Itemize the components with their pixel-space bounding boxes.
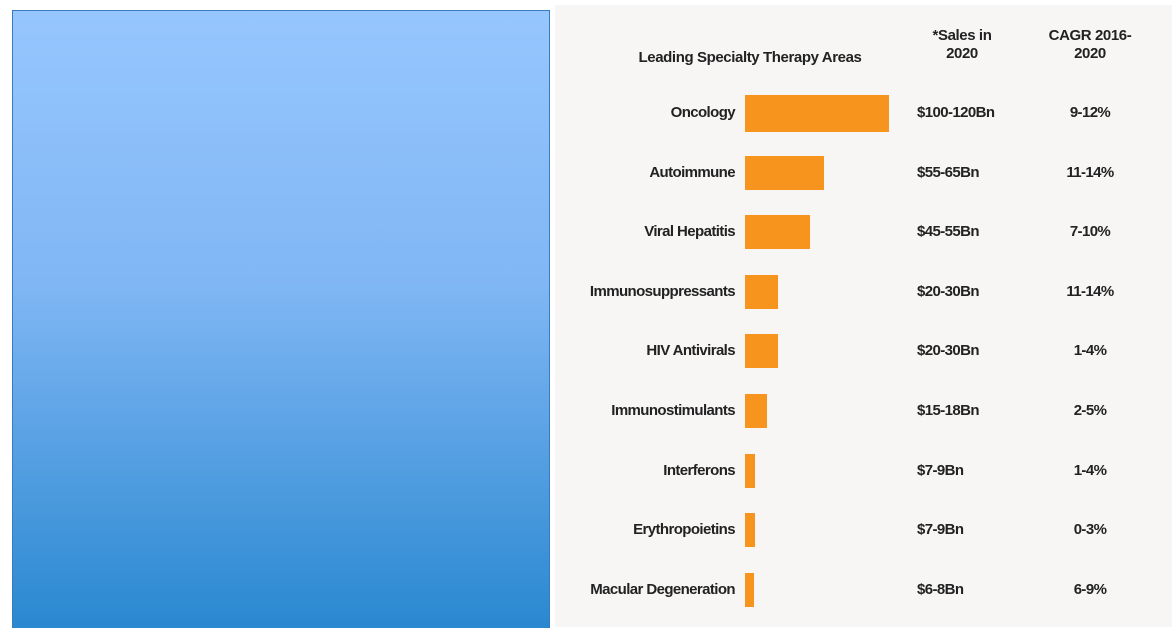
bar (745, 394, 767, 428)
bar (745, 155, 824, 190)
value-label: $20-30Bn (917, 342, 980, 360)
column-header: CAGR 2016-2020 (1048, 27, 1132, 62)
value-label: $20-30Bn (917, 282, 980, 300)
value-label: $15-18Bn (917, 402, 980, 419)
bar (745, 513, 756, 548)
category-label: Immunostimulants (611, 402, 735, 419)
chart-title: Leading Specialty Therapy Areas (638, 49, 862, 66)
category-label: Erythropoietins (633, 521, 735, 539)
value-label: $6-8Bn (917, 580, 964, 598)
value-label: $45-55Bn (917, 223, 980, 241)
category-label: Autoimmune (649, 163, 735, 181)
bar (745, 453, 756, 488)
growth-label: 2-5% (1073, 402, 1107, 419)
category-label: HIV Antivirals (646, 342, 735, 360)
category-label: Macular Degeneration (590, 580, 735, 598)
value-label: $7-9Bn (917, 461, 964, 479)
bar (745, 94, 889, 132)
growth-label: 11-14% (1066, 282, 1114, 300)
chart-panel: Leading Specialty Therapy Areas *Sales i… (555, 5, 1172, 627)
growth-label: 1-4% (1073, 342, 1107, 360)
category-label: Viral Hepatitis (644, 223, 735, 241)
growth-label: 9-12% (1069, 104, 1111, 121)
value-label: $7-9Bn (917, 521, 964, 539)
bar (745, 334, 778, 369)
growth-label: 0-3% (1073, 521, 1107, 539)
value-label: $100-120Bn (917, 104, 995, 121)
bar (745, 274, 778, 309)
growth-label: 11-14% (1066, 163, 1114, 181)
growth-label: 6-9% (1073, 580, 1107, 598)
growth-label: 1-4% (1073, 461, 1107, 479)
image-panel (12, 10, 550, 628)
category-label: Oncology (670, 104, 736, 121)
value-label: $55-65Bn (917, 163, 980, 181)
column-header: *Sales in 2020 (932, 27, 992, 62)
bar (745, 215, 811, 250)
category-label: Immunosuppressants (589, 282, 736, 300)
growth-label: 7-10% (1069, 223, 1111, 241)
bar (745, 572, 755, 607)
category-label: Interferons (663, 461, 735, 479)
